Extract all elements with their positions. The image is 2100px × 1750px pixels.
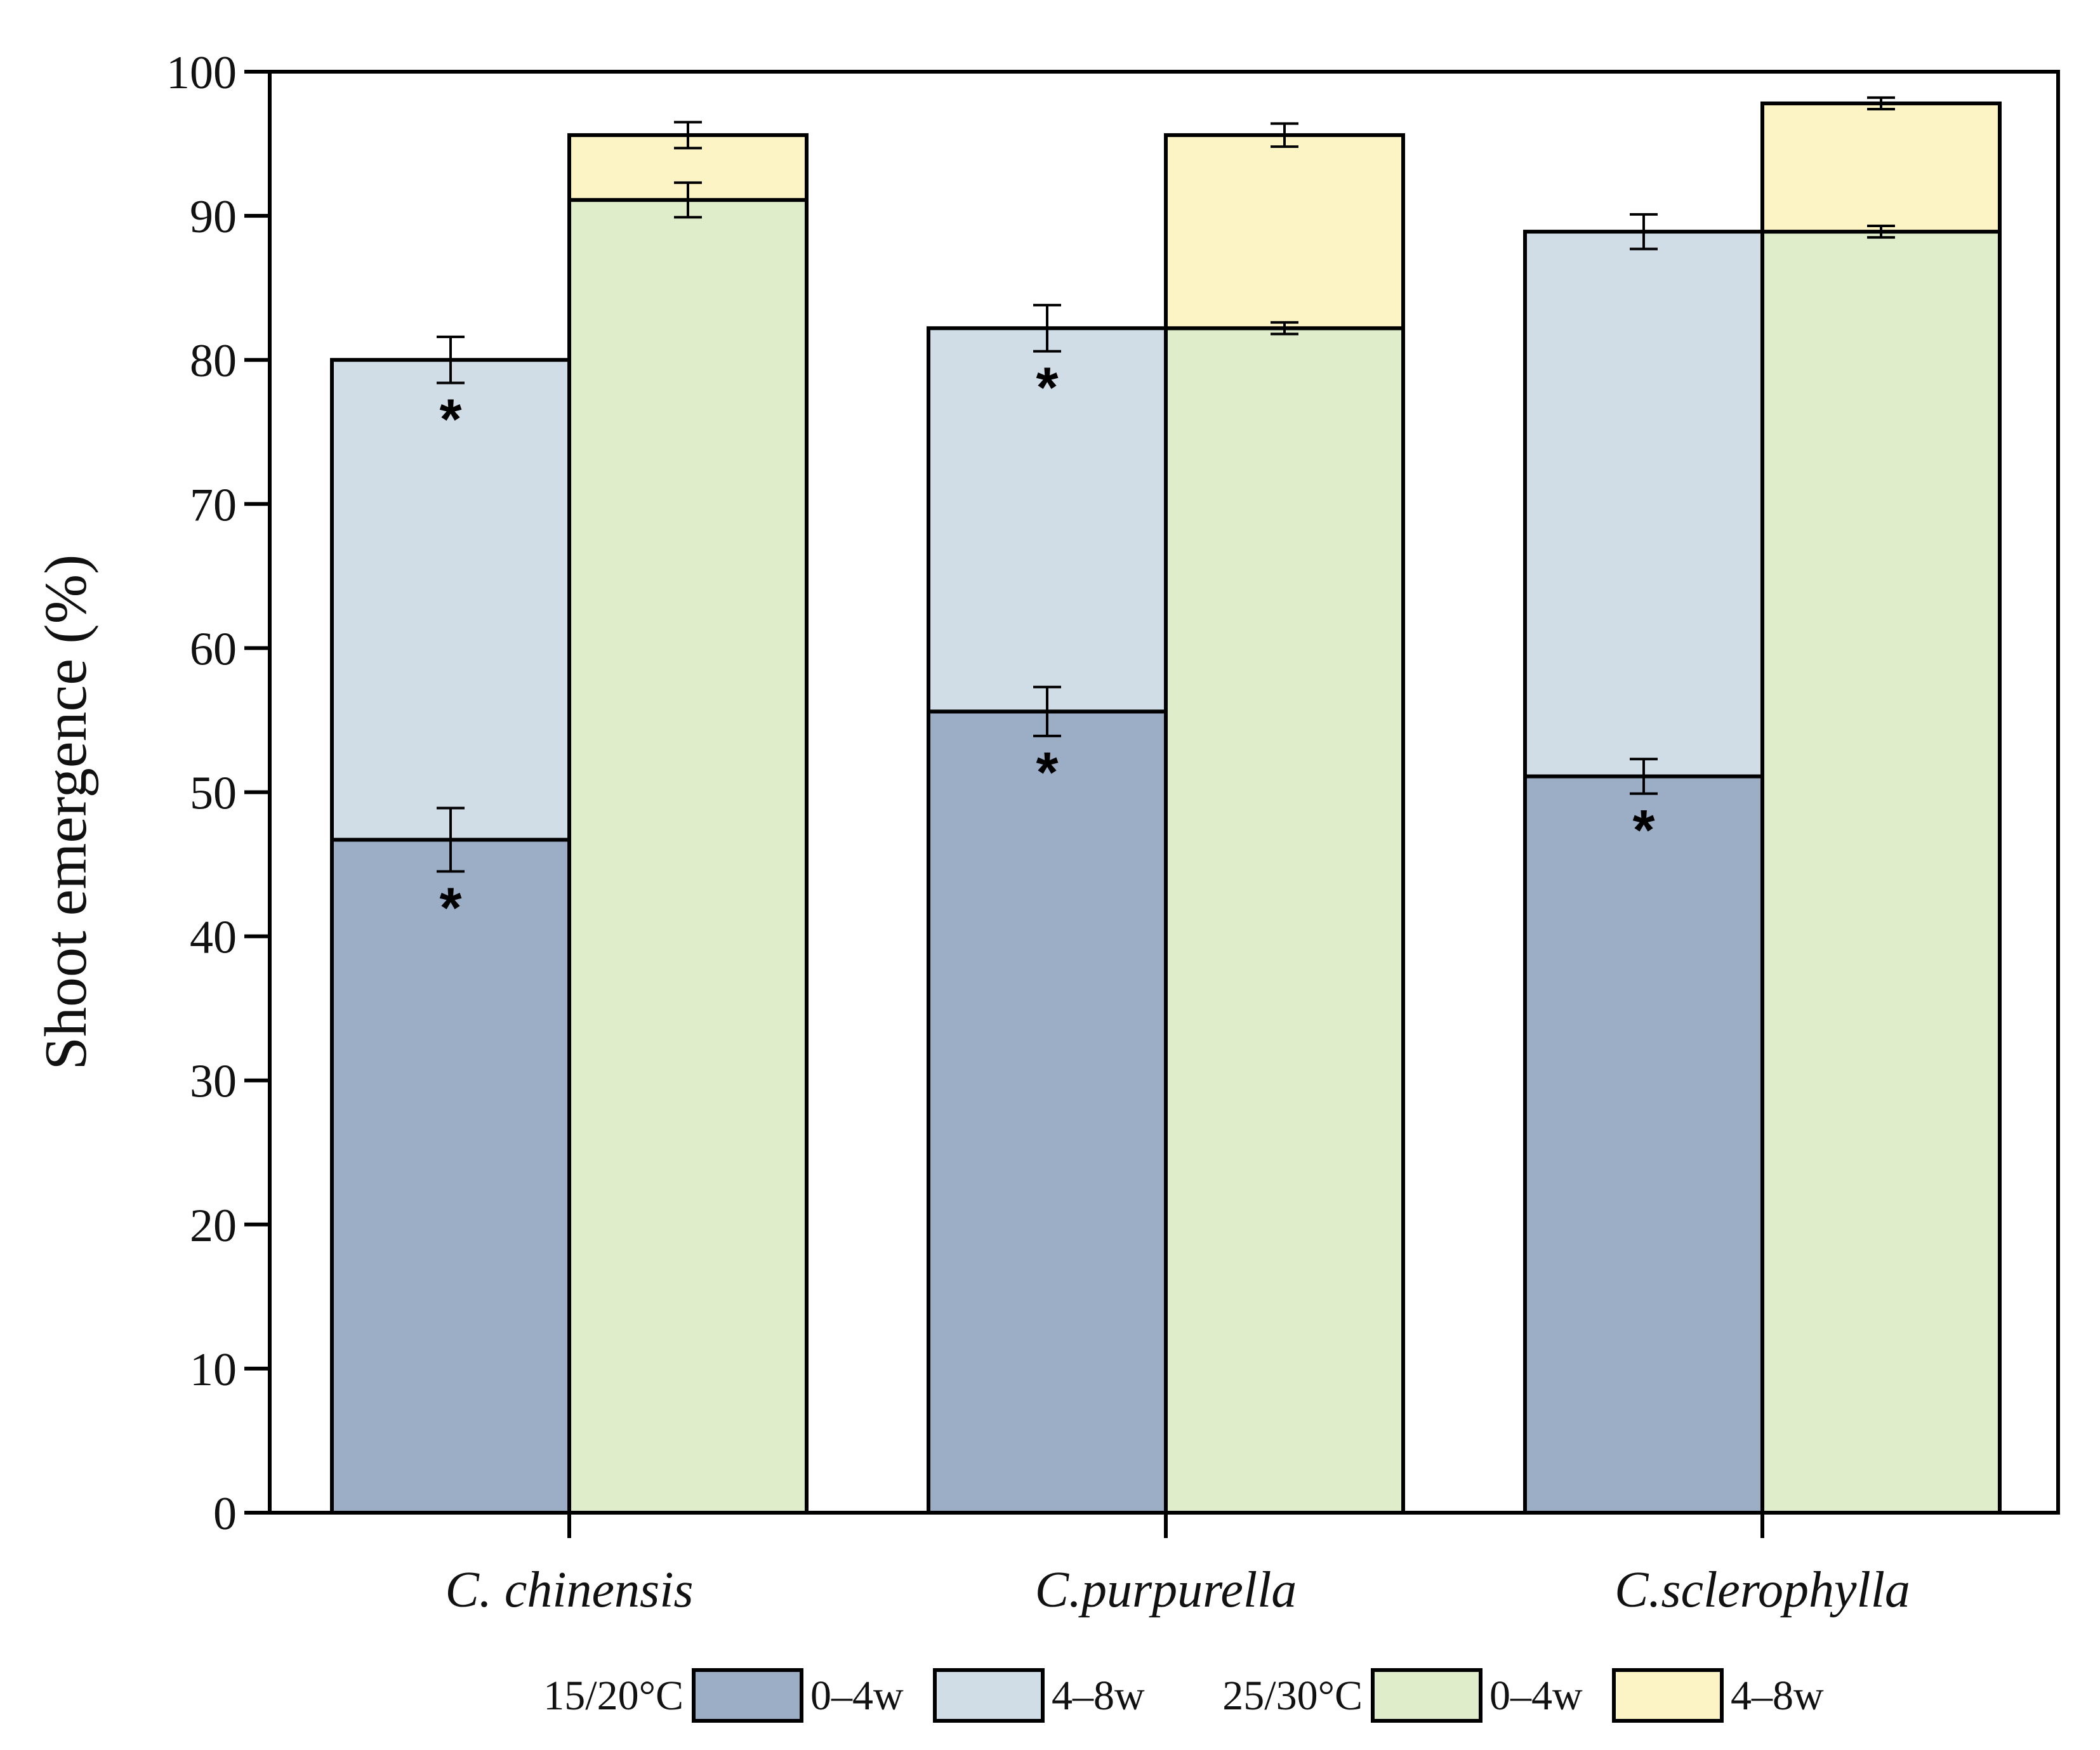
bar-1-cool-early — [330, 838, 571, 1515]
significance-star-2-cool-early: * — [1036, 741, 1058, 805]
y-tick-label-40: 40 — [190, 912, 237, 964]
bar-2-cool-late — [927, 326, 1168, 714]
significance-layer: * * * * * — [439, 357, 1654, 940]
significance-star-3-cool-early: * — [1632, 799, 1654, 862]
legend-swatch-1 — [692, 1668, 803, 1723]
bars-layer — [330, 101, 2002, 1515]
bar-1-warm-early — [567, 198, 809, 1515]
x-tick-label-2: C.purpurella — [1035, 1562, 1297, 1618]
bar-3-cool-late — [1523, 230, 1764, 779]
legend-group-label-2: 25/30°C — [1222, 1673, 1363, 1719]
legend-label-1: 0–4w — [810, 1673, 904, 1719]
y-tick-label-80: 80 — [190, 335, 237, 387]
y-tick-label-60: 60 — [190, 623, 237, 675]
legend-label-3: 0–4w — [1489, 1673, 1583, 1719]
legend-swatch-4 — [1612, 1668, 1724, 1723]
bar-2-warm-late — [1164, 133, 1405, 331]
y-tick-label-20: 20 — [190, 1200, 237, 1252]
significance-star-2-cool-late: * — [1036, 357, 1058, 420]
bar-3-warm-early — [1760, 230, 2002, 1515]
legend-group-label-1: 15/20°C — [543, 1673, 683, 1719]
legend-label-4: 4–8w — [1731, 1673, 1824, 1719]
legend-swatch-3 — [1371, 1668, 1483, 1723]
axes-layer: 0 10 20 30 40 50 60 70 80 90 100 C. chinensis C.purp… — [166, 47, 2060, 1618]
x-tick-label-1: C. chinensis — [445, 1562, 693, 1618]
y-tick-label-50: 50 — [190, 768, 237, 820]
y-tick-label-90: 90 — [190, 191, 237, 243]
y-tick-label-30: 30 — [190, 1056, 237, 1108]
significance-star-1-cool-early: * — [439, 876, 461, 940]
bar-2-warm-early — [1164, 326, 1405, 1515]
y-axis-title: Shoot emergence (%) — [33, 555, 99, 1070]
y-tick-label-10: 10 — [190, 1344, 237, 1396]
x-tick-label-3: C.sclerophylla — [1615, 1562, 1910, 1618]
y-tick-label-100: 100 — [166, 47, 237, 99]
legend: 15/20°C 0–4w 4–8w 25/30°C 0–4w 4–8w — [543, 1668, 1824, 1723]
bar-2-cool-early — [927, 709, 1168, 1515]
y-tick-label-0: 0 — [213, 1488, 237, 1540]
bar-3-cool-early — [1523, 774, 1764, 1515]
bar-3-warm-late — [1760, 101, 2002, 234]
y-tick-label-70: 70 — [190, 479, 237, 531]
legend-label-2: 4–8w — [1052, 1673, 1145, 1719]
significance-star-1-cool-late: * — [439, 388, 461, 452]
bar-1-cool-late — [330, 358, 571, 842]
error-bars-layer — [437, 96, 1895, 873]
legend-swatch-2 — [933, 1668, 1045, 1723]
